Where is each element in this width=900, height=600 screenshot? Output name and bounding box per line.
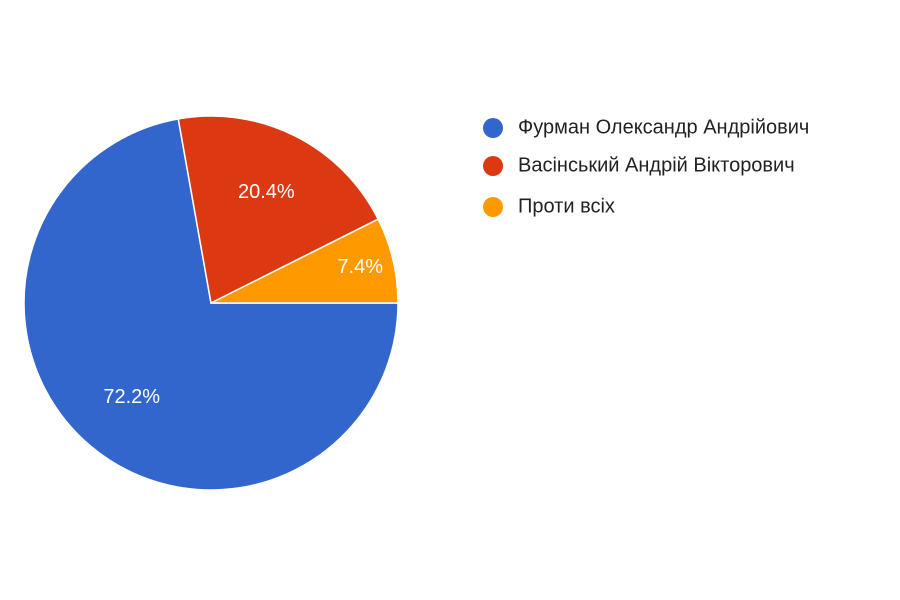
legend-label: Васінський Андрій Вікторович xyxy=(518,154,795,176)
pie-slice xyxy=(23,118,399,491)
legend-marker xyxy=(483,118,503,138)
value-label: 72.2% xyxy=(103,386,160,408)
legend-marker xyxy=(483,156,503,176)
pie-slice xyxy=(177,115,380,305)
pie-slice xyxy=(210,218,399,304)
value-label: 7.4% xyxy=(337,256,383,278)
legend-label: Фурман Олександр Андрійович xyxy=(518,116,809,138)
value-label: 20.4% xyxy=(238,181,295,203)
legend-label: Проти всіх xyxy=(518,195,615,217)
legend-marker xyxy=(483,197,503,217)
